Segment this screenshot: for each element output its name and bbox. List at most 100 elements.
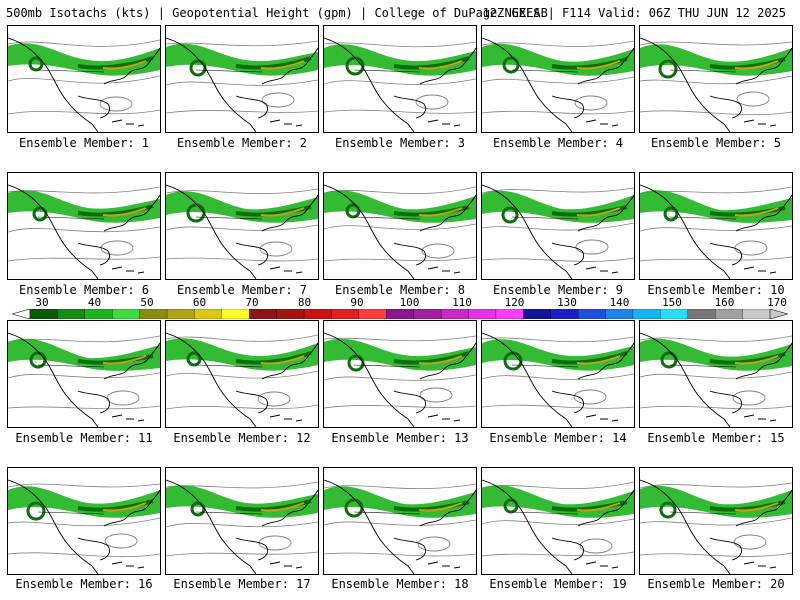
height-contour bbox=[8, 39, 160, 47]
gulf-coast bbox=[235, 537, 269, 561]
caribbean-islands bbox=[111, 119, 145, 127]
coastline bbox=[166, 37, 257, 132]
ensemble-member-label: Ensemble Member: 12 bbox=[173, 431, 311, 445]
colorbar-swatch bbox=[605, 309, 634, 319]
jet-max bbox=[734, 207, 779, 217]
cutoff-low bbox=[659, 501, 677, 519]
height-contour bbox=[166, 334, 318, 342]
border-line bbox=[195, 69, 263, 73]
jet-core bbox=[709, 206, 786, 217]
height-contour bbox=[104, 533, 138, 549]
colorbar-swatch bbox=[687, 309, 716, 319]
jet-stream bbox=[166, 43, 318, 76]
jet-max bbox=[102, 60, 147, 70]
height-contour bbox=[573, 389, 607, 405]
border-line bbox=[353, 364, 421, 368]
colorbar-tick-label: 30 bbox=[35, 296, 49, 309]
gulf-coast bbox=[235, 95, 269, 119]
jet-stream bbox=[640, 44, 792, 76]
jet-max bbox=[102, 355, 147, 365]
coastline bbox=[482, 479, 573, 574]
height-contour bbox=[733, 534, 767, 550]
height-contour bbox=[640, 517, 792, 526]
height-contour bbox=[417, 536, 451, 552]
ensemble-member-map bbox=[481, 467, 635, 575]
coastline bbox=[103, 489, 160, 527]
jet-stream bbox=[324, 44, 476, 76]
colorbar-swatch bbox=[221, 309, 250, 319]
height-contour bbox=[166, 79, 318, 86]
coastline bbox=[419, 342, 476, 380]
jet-max bbox=[102, 207, 147, 217]
coastline bbox=[8, 184, 99, 279]
height-contour bbox=[324, 519, 476, 526]
gulf-coast bbox=[393, 242, 427, 266]
height-contour bbox=[640, 225, 792, 232]
height-contour bbox=[482, 404, 634, 409]
jet-core bbox=[393, 351, 470, 365]
ensemble-member-label: Ensemble Member: 9 bbox=[492, 283, 624, 297]
jet-max bbox=[576, 502, 621, 512]
height-contour bbox=[166, 224, 318, 231]
coastline bbox=[166, 332, 257, 427]
border-line bbox=[511, 69, 579, 73]
colorbar-swatch bbox=[440, 309, 469, 319]
cutoff-low bbox=[32, 206, 48, 222]
colorbar-swatch bbox=[112, 309, 141, 319]
colorbar-tick-label: 130 bbox=[557, 296, 577, 309]
colorbar-swatch bbox=[495, 309, 524, 319]
coastline bbox=[577, 47, 634, 85]
caribbean-islands bbox=[585, 414, 619, 422]
height-contour bbox=[482, 110, 634, 115]
border-line bbox=[669, 69, 737, 73]
height-contour bbox=[640, 335, 792, 342]
height-contour bbox=[732, 390, 766, 406]
colorbar-swatch bbox=[84, 309, 113, 319]
ensemble-member-label: Ensemble Member: 11 bbox=[15, 431, 153, 445]
coastline bbox=[577, 342, 634, 380]
coastline bbox=[419, 194, 476, 232]
gulf-coast bbox=[551, 537, 585, 561]
jet-stream bbox=[8, 190, 160, 223]
ensemble-member-label: Ensemble Member: 1 bbox=[18, 136, 150, 150]
jet-stream bbox=[324, 338, 476, 371]
border-line bbox=[37, 511, 105, 515]
caribbean-islands bbox=[585, 561, 619, 569]
border-line bbox=[669, 364, 737, 368]
jet-core bbox=[551, 57, 628, 70]
colorbar-swatch bbox=[523, 309, 552, 319]
height-contour bbox=[324, 78, 476, 86]
colorbar-left-arrow bbox=[12, 309, 31, 319]
border-line bbox=[37, 364, 105, 368]
colorbar-swatch bbox=[468, 309, 497, 319]
jet-max bbox=[576, 207, 621, 217]
jet-max bbox=[418, 355, 463, 365]
jet-stream bbox=[8, 338, 160, 371]
ensemble-member-label: Ensemble Member: 13 bbox=[331, 431, 469, 445]
jet-max bbox=[260, 60, 305, 70]
height-contour bbox=[261, 92, 295, 108]
height-contour bbox=[8, 405, 160, 410]
cutoff-low bbox=[345, 203, 361, 219]
height-contour bbox=[419, 387, 453, 403]
height-contour bbox=[640, 405, 792, 410]
jet-max bbox=[734, 355, 779, 365]
ensemble-member-label: Ensemble Member: 16 bbox=[15, 577, 153, 591]
height-contour bbox=[8, 517, 160, 527]
cutoff-low bbox=[26, 501, 46, 521]
coastline bbox=[8, 332, 99, 427]
caribbean-islands bbox=[111, 266, 145, 274]
height-contour bbox=[324, 41, 476, 48]
jet-stream bbox=[324, 190, 476, 223]
colorbar-swatch bbox=[413, 309, 442, 319]
gulf-coast bbox=[709, 95, 743, 119]
ensemble-member-map bbox=[323, 320, 477, 428]
gulf-coast bbox=[77, 390, 111, 414]
height-contour bbox=[640, 371, 792, 379]
coastline bbox=[166, 479, 257, 574]
caribbean-islands bbox=[269, 119, 303, 127]
ensemble-member-map bbox=[639, 172, 793, 280]
gulf-coast bbox=[551, 242, 585, 266]
gulf-coast bbox=[709, 242, 743, 266]
ensemble-member-label: Ensemble Member: 7 bbox=[176, 283, 308, 297]
